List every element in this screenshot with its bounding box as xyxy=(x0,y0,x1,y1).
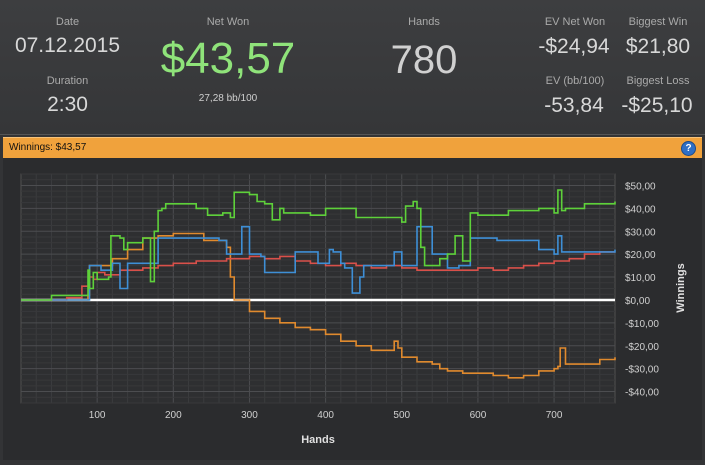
biggest-win-label: Biggest Win xyxy=(628,16,688,28)
y-tick-label: $30,00 xyxy=(625,227,656,238)
x-axis-label: Hands xyxy=(301,434,335,446)
x-tick-label: 400 xyxy=(317,410,334,421)
y-tick-label: -$20,00 xyxy=(625,342,659,353)
y-tick-labels: $50,00 $40,00 $30,00 $20,00 $10,00 $0,00 -$10,… xyxy=(625,181,659,398)
grid xyxy=(21,173,615,404)
winnings-bar-label: Winnings: $43,57 xyxy=(9,142,87,153)
x-tick-label: 100 xyxy=(89,410,106,421)
x-tick-label: 500 xyxy=(393,410,410,421)
ev-bb-label: EV (bb/100) xyxy=(545,75,605,87)
x-tick-label: 600 xyxy=(470,410,487,421)
y-tick-label: -$40,00 xyxy=(625,388,659,399)
winnings-bar: Winnings: $43,57 ? xyxy=(3,137,702,158)
x-tick-label: 300 xyxy=(241,410,258,421)
x-tick-label: 200 xyxy=(165,410,182,421)
series-group xyxy=(21,189,616,379)
y-tick-label: $50,00 xyxy=(625,181,656,192)
winnings-chart-svg: 100 200 300 400 500 600 700 $50,00 $40,00 $30,00… xyxy=(20,173,687,446)
biggest-loss-value: -$25,10 xyxy=(621,94,693,117)
date-label: Date xyxy=(55,16,80,28)
stats-header: Date 07.12.2015 Duration 2:30 Net Won $4… xyxy=(0,0,705,135)
y-tick-label: $0,00 xyxy=(625,296,650,307)
help-icon[interactable]: ? xyxy=(681,141,696,156)
series-line-red xyxy=(21,251,615,301)
hands-value: 780 xyxy=(390,38,458,82)
series-line-green xyxy=(21,189,616,301)
y-axis-label: Winnings xyxy=(675,263,687,312)
net-won-value: $43,57 xyxy=(160,34,296,83)
ev-net-won-label: EV Net Won xyxy=(544,16,606,28)
ev-net-won-value: -$24,94 xyxy=(538,35,610,58)
ev-bb-value: -53,84 xyxy=(544,94,604,117)
y-tick-label: $10,00 xyxy=(625,273,656,284)
y-tick-label: $40,00 xyxy=(625,204,656,215)
y-tick-label: $20,00 xyxy=(625,250,656,261)
net-won-label: Net Won xyxy=(206,16,250,28)
x-tick-labels: 100 200 300 400 500 600 700 xyxy=(89,410,563,421)
biggest-loss-label: Biggest Loss xyxy=(626,75,690,87)
y-tick-label: -$10,00 xyxy=(625,319,659,330)
biggest-win-value: $21,80 xyxy=(625,35,691,58)
winnings-chart: 100 200 300 400 500 600 700 $50,00 $40,00 $30,00… xyxy=(3,158,702,460)
date-value: 07.12.2015 xyxy=(14,34,121,57)
y-tick-label: -$30,00 xyxy=(625,365,659,376)
series-line-blue xyxy=(21,225,616,301)
x-tick-label: 700 xyxy=(546,410,563,421)
hands-label: Hands xyxy=(408,16,440,28)
bb-per-100: 27,28 bb/100 xyxy=(198,93,258,104)
duration-label: Duration xyxy=(46,75,89,87)
duration-value: 2:30 xyxy=(47,93,88,116)
